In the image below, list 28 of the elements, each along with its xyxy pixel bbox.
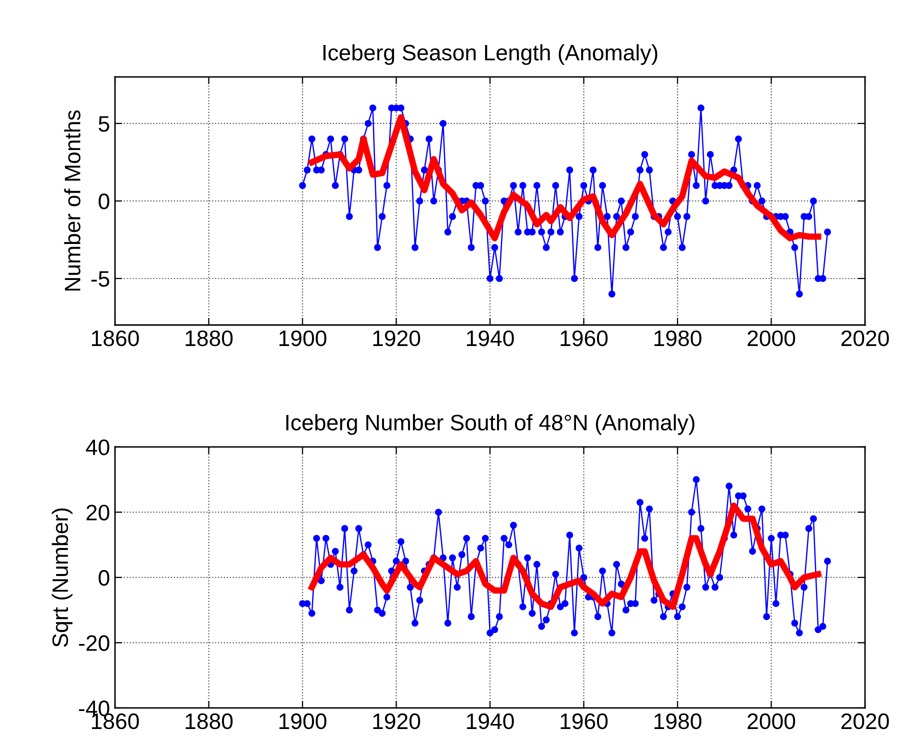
x-tick-label: 2020 — [841, 330, 889, 346]
x-tick-label: 1920 — [373, 713, 420, 730]
x-tick-label: 1940 — [466, 330, 514, 346]
y-tick-label: 20 — [86, 504, 110, 520]
x-tick-label: 1960 — [560, 330, 608, 346]
x-tick-label: 1940 — [466, 713, 514, 730]
x-tick-label: 1980 — [654, 713, 702, 730]
x-tick-label: 1880 — [186, 330, 233, 346]
x-tick-label: 1860 — [92, 330, 139, 346]
x-tick-label: 2020 — [841, 713, 889, 730]
x-tick-label: 1900 — [279, 713, 326, 730]
x-tick-label: 1920 — [373, 330, 420, 346]
x-tick-label: 1880 — [186, 713, 233, 730]
y-tick-label: -5 — [91, 271, 110, 287]
x-tick-label: 2000 — [748, 330, 796, 346]
chart-title: Iceberg Season Length (Anomaly) — [323, 44, 658, 65]
x-tick-label: 1980 — [654, 330, 702, 346]
y-tick-label: 0 — [98, 194, 110, 210]
y-tick-label: 5 — [98, 116, 110, 132]
y-tick-label: 40 — [86, 439, 110, 456]
x-tick-label: 2000 — [748, 713, 796, 730]
x-tick-label: 1960 — [560, 713, 608, 730]
y-tick-label: 0 — [98, 570, 110, 586]
chart-title: Iceberg Number South of 48°N (Anomaly) — [286, 414, 694, 435]
y-axis-title: Sqrt (Number) — [52, 508, 72, 647]
y-axis-title: Number of Months — [64, 110, 80, 291]
y-tick-label: -20 — [79, 635, 110, 651]
x-tick-label: 1900 — [279, 330, 326, 346]
